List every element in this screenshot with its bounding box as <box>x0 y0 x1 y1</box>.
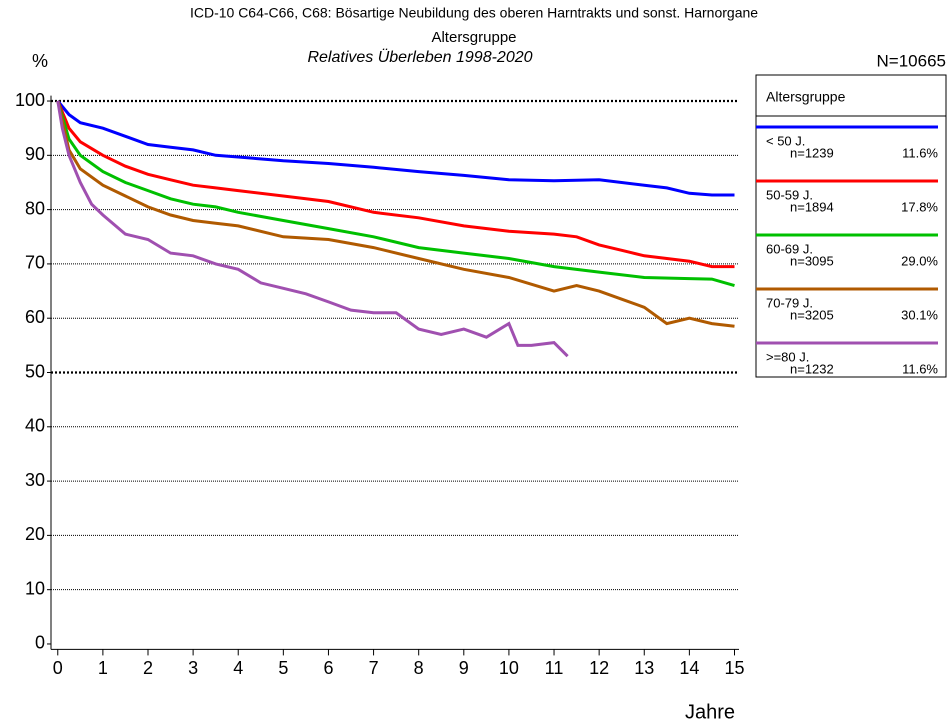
series-line <box>56 100 735 197</box>
chart-title: ICD-10 C64-C66, C68: Bösartige Neubildun… <box>190 5 758 21</box>
x-tick-label: 9 <box>459 658 469 678</box>
legend-label: 60-69 J. <box>766 241 813 256</box>
y-tick-label: 80 <box>25 198 45 218</box>
chart-subtitle: Relatives Überleben 1998-2020 <box>307 48 532 66</box>
y-tick-label: 20 <box>25 524 45 544</box>
legend-label: 50-59 J. <box>766 187 813 202</box>
x-tick-label: 2 <box>143 658 153 678</box>
y-tick-label: 100 <box>15 90 45 110</box>
y-tick-label: 70 <box>25 253 45 273</box>
legend-title: Altersgruppe <box>766 89 846 105</box>
y-tick-label: 90 <box>25 144 45 164</box>
legend-count: n=3205 <box>790 307 834 322</box>
legend-count: n=1232 <box>790 361 834 376</box>
y-tick-label: 10 <box>25 578 45 598</box>
x-tick-label: 6 <box>323 658 333 678</box>
x-tick-label: 15 <box>724 658 744 678</box>
series-line <box>56 100 569 358</box>
legend-share: 11.6% <box>902 145 938 160</box>
y-tick-label: 0 <box>35 633 45 653</box>
x-tick-label: 3 <box>188 658 198 678</box>
legend-label: < 50 J. <box>766 133 805 148</box>
x-tick-label: 11 <box>545 658 564 678</box>
series-line <box>56 100 735 288</box>
x-tick-label: 7 <box>369 658 379 678</box>
legend-share: 11.6% <box>902 361 938 376</box>
x-tick-label: 0 <box>53 658 63 678</box>
chart-subtitle: Altersgruppe <box>431 29 516 46</box>
y-tick-label: 50 <box>25 361 45 381</box>
legend-box <box>755 74 947 378</box>
legend-share: 17.8% <box>901 199 938 214</box>
legend-count: n=1894 <box>790 199 834 214</box>
x-axis-label: Jahre <box>685 701 735 723</box>
x-tick-label: 14 <box>679 658 699 678</box>
y-tick-label: 60 <box>25 307 45 327</box>
total-count: N=10665 <box>877 51 946 70</box>
y-tick-label: 40 <box>25 416 45 436</box>
legend-label: >=80 J. <box>766 349 809 364</box>
x-tick-label: 13 <box>634 658 654 678</box>
legend-count: n=1239 <box>790 145 834 160</box>
legend-count: n=3095 <box>790 253 834 268</box>
x-tick-label: 1 <box>98 658 108 678</box>
x-tick-label: 10 <box>499 658 519 678</box>
series-line <box>56 100 735 269</box>
x-tick-label: 5 <box>278 658 288 678</box>
legend-share: 30.1% <box>901 307 938 322</box>
x-tick-label: 12 <box>589 658 609 678</box>
y-tick-label: 30 <box>25 470 45 490</box>
y-axis-label: % <box>32 51 48 71</box>
legend-share: 29.0% <box>901 253 938 268</box>
legend-label: 70-79 J. <box>766 295 813 310</box>
series-line <box>56 100 735 328</box>
x-tick-label: 8 <box>414 658 424 678</box>
x-tick-label: 4 <box>233 658 243 678</box>
